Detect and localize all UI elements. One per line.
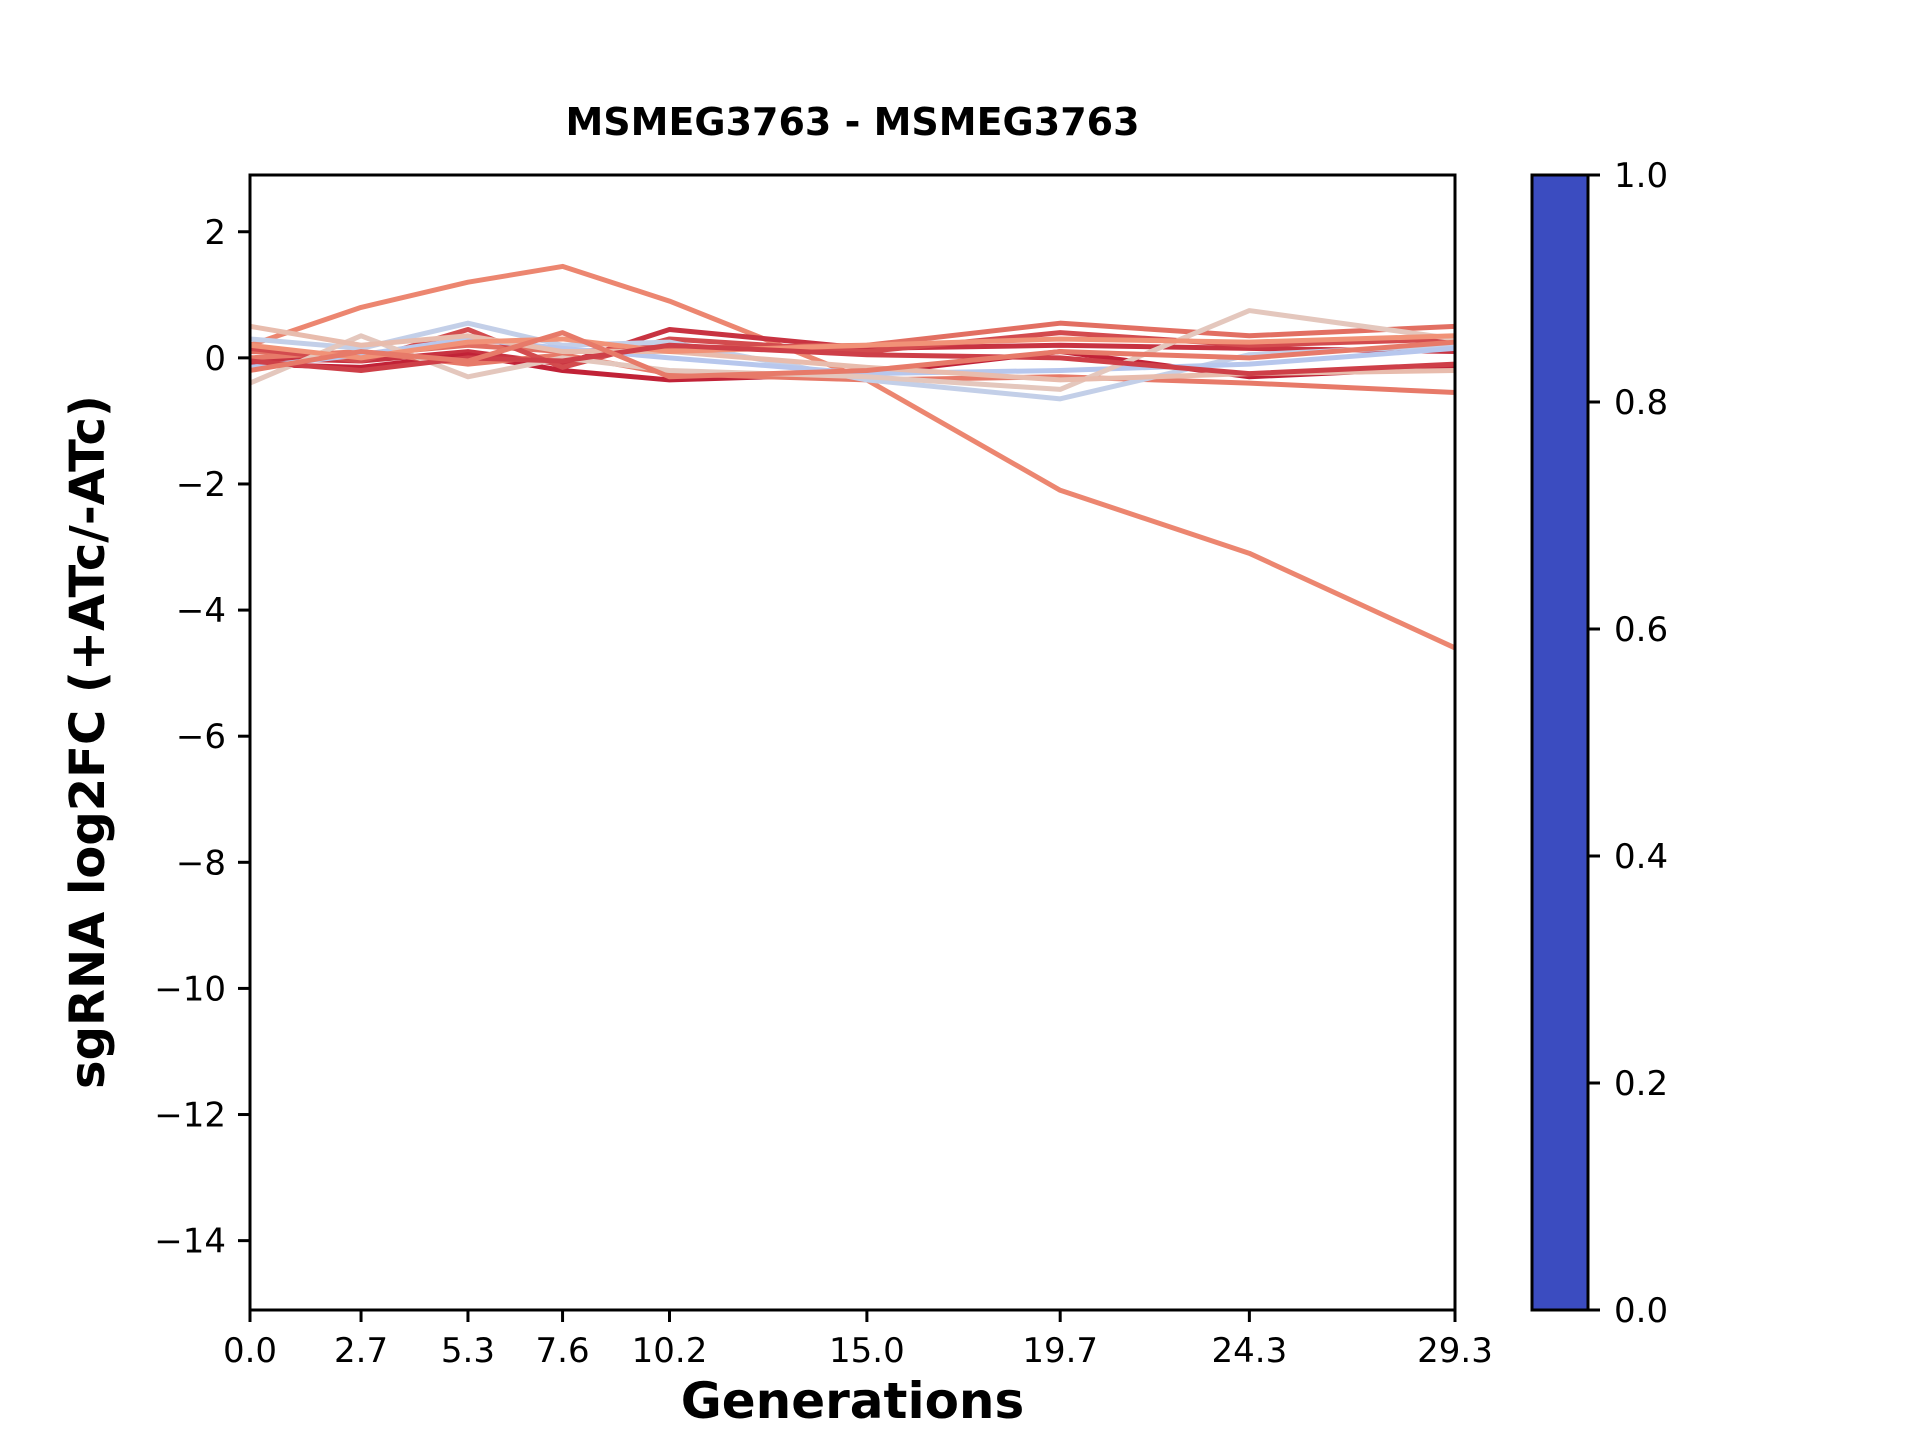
colorbar-tick-label: 1.0 [1614,156,1668,196]
y-tick-label: −6 [176,717,226,757]
x-tick-label: 10.2 [632,1331,708,1371]
chart-title: MSMEG3763 - MSMEG3763 [565,100,1140,144]
series-line-9 [250,308,1455,392]
y-tick-label: −2 [176,465,226,505]
y-tick-label: −14 [154,1222,226,1262]
colorbar-tick-label: 0.0 [1614,1291,1668,1331]
y-tick-label: −12 [154,1096,226,1136]
x-tick-label: 5.3 [441,1331,495,1371]
x-tick-label: 15.0 [829,1331,905,1371]
x-tick-label: 19.7 [1022,1331,1098,1371]
y-tick-label: −4 [176,591,226,631]
x-tick-label: 7.6 [536,1331,590,1371]
y-axis-label: sgRNA log2FC (+ATc/-ATc) [60,395,116,1089]
colorbar [1532,175,1588,1310]
y-tick-label: 0 [204,339,226,379]
plot-border [248,173,1457,1312]
series-line-1 [250,263,1455,651]
x-tick-label: 0.0 [223,1331,277,1371]
colorbar-tick-label: 0.8 [1614,383,1668,423]
y-tick-label: −10 [154,969,226,1009]
x-axis-label: Generations [680,1372,1025,1430]
colorbar-border [1530,173,1590,1312]
colorbar-tick-label: 0.2 [1614,1064,1668,1104]
x-tick-label: 29.3 [1417,1331,1493,1371]
x-tick-label: 24.3 [1212,1331,1288,1371]
colorbar-tick-label: 0.6 [1614,610,1668,650]
y-tick-label: −8 [176,843,226,883]
colorbar-tick-label: 0.4 [1614,837,1668,877]
series-line-12 [250,342,1455,377]
y-tick-label: 2 [204,213,226,253]
series-line-13 [250,330,1455,380]
x-tick-label: 2.7 [334,1331,388,1371]
